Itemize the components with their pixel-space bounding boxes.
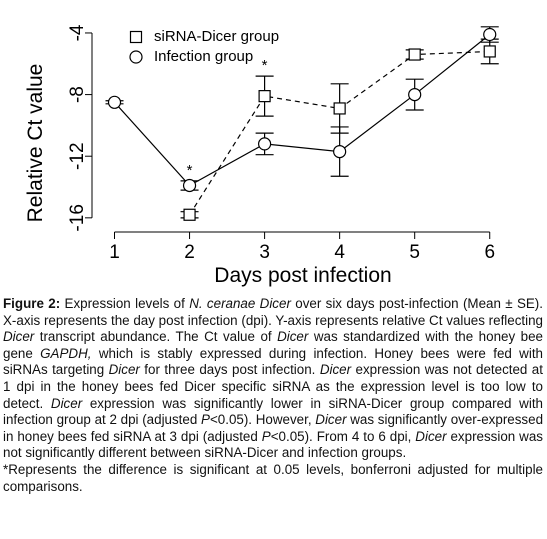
caption-text: Dicer <box>319 362 352 378</box>
caption-text: <0.05). From 4 to 6 dpi, <box>270 428 416 444</box>
caption-text: P <box>261 428 271 444</box>
y-tick-label: -12 <box>67 142 88 169</box>
data-point <box>183 208 196 221</box>
caption-text: was standardized with the honey bee gene <box>3 329 543 361</box>
x-tick-label: 6 <box>484 242 495 263</box>
caption-text: which is stably expressed during infecti… <box>3 345 543 378</box>
y-tick-label: -16 <box>67 204 88 231</box>
caption-text: Expression levels of <box>60 296 190 311</box>
x-tick-label: 1 <box>109 242 120 263</box>
data-point <box>483 45 496 58</box>
data-point <box>483 27 497 42</box>
caption-text: Dicer <box>3 329 35 345</box>
x-tick-label: 5 <box>409 242 420 263</box>
legend-marker <box>129 30 143 44</box>
data-point <box>258 137 272 151</box>
caption-paragraph: *Represents the difference is significan… <box>3 462 543 495</box>
data-point <box>333 102 346 115</box>
caption-text: N. ceranae Dicer <box>189 296 291 311</box>
legend-label: siRNA-Dicer group <box>154 28 279 45</box>
data-point <box>408 48 421 61</box>
caption-text: <0.05). However, <box>209 412 316 428</box>
x-tick-label: 3 <box>259 242 270 263</box>
data-point <box>107 95 122 109</box>
data-point <box>182 178 197 193</box>
y-tick-label: -4 <box>67 24 88 41</box>
caption-text: expression was significantly lower in si… <box>3 395 543 428</box>
significance-marker: * <box>187 162 193 179</box>
significance-marker: * <box>262 57 268 74</box>
caption-text: Dicer <box>277 329 309 345</box>
caption-text: over six days post-infection (Mean ± SE)… <box>3 296 543 328</box>
caption-text: Figure 2: <box>3 296 61 311</box>
series-line <box>114 34 491 187</box>
chart: Relative Ct value Days post infection -1… <box>24 24 499 287</box>
caption-text: P <box>201 412 210 428</box>
legend-label: Infection group <box>154 48 253 65</box>
caption-text: was significantly over-expressed in hone… <box>3 412 544 444</box>
caption: Figure 2: Expression levels of N. cerana… <box>3 296 543 495</box>
caption-text: for three days post infection. <box>139 362 320 378</box>
caption-text: GAPDH, <box>40 345 92 361</box>
x-tick-label: 4 <box>334 242 345 263</box>
data-point <box>258 90 271 103</box>
caption-text: Dicer <box>108 362 140 378</box>
data-point <box>408 87 422 102</box>
caption-text: expression was not significantly differe… <box>3 428 543 461</box>
caption-text: Dicer <box>315 412 347 428</box>
caption-text: Dicer <box>50 395 83 411</box>
y-tick-label: -8 <box>67 86 88 103</box>
caption-text: expression was not detected at 1 dpi in … <box>3 362 543 411</box>
data-point <box>333 144 347 159</box>
x-tick-label: 2 <box>184 242 195 263</box>
caption-text: transcript abundance. The Ct value of <box>34 329 278 345</box>
caption-text: *Represents the difference is significan… <box>3 461 543 494</box>
y-axis-label: Relative Ct value <box>24 64 47 223</box>
x-axis-label: Days post infection <box>214 264 391 287</box>
legend-marker <box>129 50 143 64</box>
caption-text: Dicer <box>415 428 447 444</box>
caption-paragraph: Figure 2: Expression levels of N. cerana… <box>3 296 543 462</box>
